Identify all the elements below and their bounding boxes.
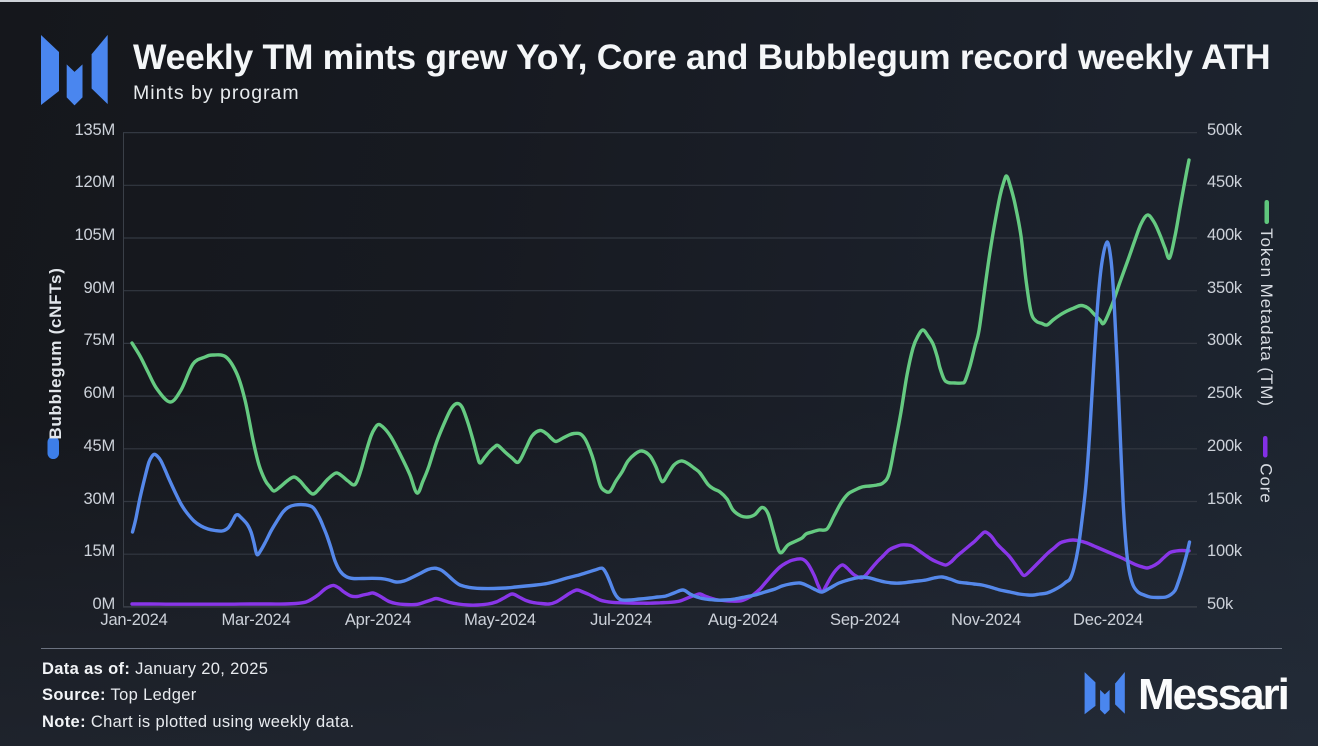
- svg-text:Core: Core: [1257, 463, 1276, 503]
- svg-text:Token Metadata (TM): Token Metadata (TM): [1257, 228, 1276, 407]
- svg-text:Bubblegum (cNFTs): Bubblegum (cNFTs): [46, 267, 65, 439]
